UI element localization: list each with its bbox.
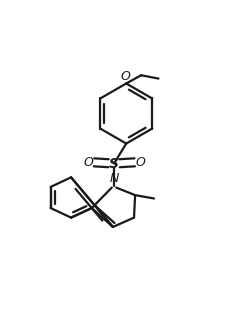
Text: O: O <box>120 70 129 83</box>
Text: O: O <box>83 155 93 168</box>
Text: O: O <box>135 155 145 168</box>
Text: S: S <box>109 156 118 171</box>
Text: N: N <box>109 172 118 185</box>
